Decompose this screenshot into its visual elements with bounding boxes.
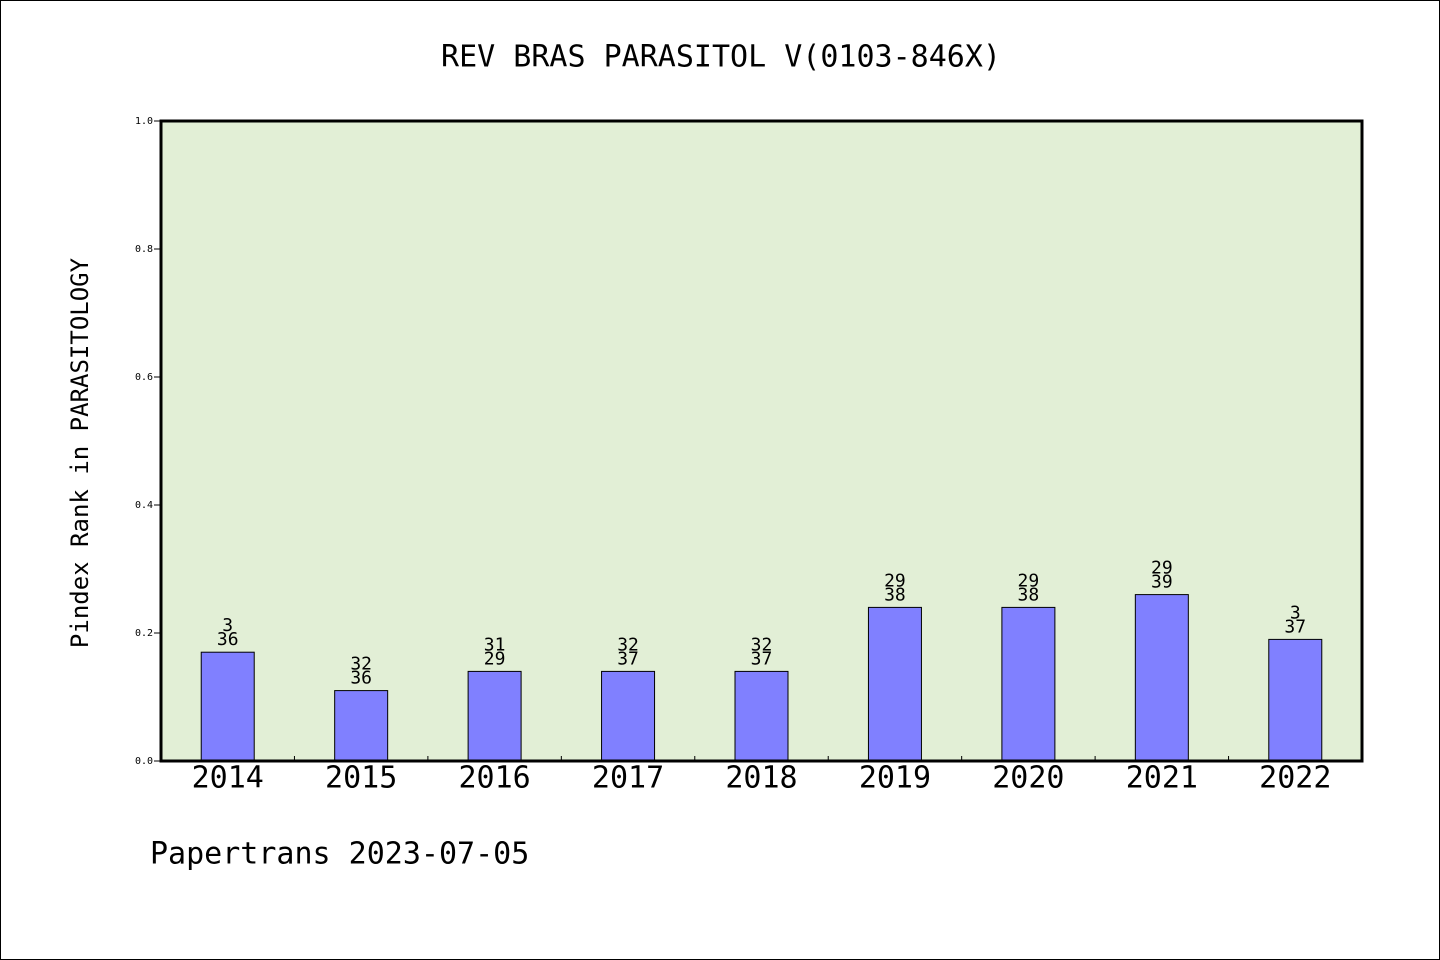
bar-label-bottom: 36 bbox=[217, 629, 239, 650]
y-tick-label: 1.0 bbox=[135, 116, 153, 127]
bar-label-top: 32 bbox=[617, 634, 639, 655]
y-axis-ticks: 0.0 0.2 0.4 0.6 0.8 1.0 bbox=[135, 116, 161, 767]
x-tick-label: 2018 bbox=[725, 761, 797, 796]
bar bbox=[1268, 638, 1323, 762]
bar bbox=[867, 606, 922, 762]
bar bbox=[200, 651, 255, 762]
bar bbox=[1134, 594, 1189, 762]
bar bbox=[334, 690, 389, 762]
bar-label-bottom: 36 bbox=[350, 668, 372, 689]
y-tick-label: 0.8 bbox=[135, 244, 153, 255]
bar bbox=[601, 670, 656, 762]
plot-border bbox=[159, 119, 1364, 763]
bar-label-top: 29 bbox=[1018, 570, 1040, 591]
y-tick-label: 0.6 bbox=[135, 372, 153, 383]
x-tick-label: 2020 bbox=[992, 761, 1064, 796]
bar-label-top: 32 bbox=[350, 654, 372, 675]
x-tick-label: 2019 bbox=[859, 761, 931, 796]
bar-label-bottom: 37 bbox=[1284, 616, 1306, 637]
y-tick-label: 0.0 bbox=[135, 756, 153, 767]
x-tick-label: 2017 bbox=[592, 761, 664, 796]
bars bbox=[200, 594, 1323, 762]
y-axis-label: Pindex Rank in PARASITOLOGY bbox=[66, 257, 94, 648]
bar-label-bottom: 29 bbox=[484, 648, 506, 669]
bar bbox=[734, 670, 789, 762]
bar-label-top: 29 bbox=[884, 570, 906, 591]
x-axis-ticks: 2014 2015 2016 2017 2018 2019 2020 2021 2022 bbox=[192, 756, 1331, 796]
chart-title: REV BRAS PARASITOL V(0103-846X) bbox=[441, 40, 1001, 75]
bar bbox=[467, 670, 522, 762]
bar-label-top: 32 bbox=[751, 634, 773, 655]
bar bbox=[1001, 606, 1056, 762]
bar-label-bottom: 37 bbox=[751, 648, 773, 669]
bar-label-top: 31 bbox=[484, 634, 506, 655]
bar-label-bottom: 37 bbox=[617, 648, 639, 669]
bar-label-top: 3 bbox=[1290, 602, 1301, 623]
bar-label-bottom: 38 bbox=[1018, 584, 1040, 605]
bar-label-top: 29 bbox=[1151, 558, 1173, 579]
y-tick-label: 0.4 bbox=[135, 500, 153, 511]
x-tick-label: 2014 bbox=[192, 761, 264, 796]
footer-stamp: Papertrans 2023-07-05 bbox=[150, 837, 529, 872]
x-tick-label: 2016 bbox=[458, 761, 530, 796]
bar-label-top: 3 bbox=[222, 615, 233, 636]
y-tick-label: 0.2 bbox=[135, 628, 153, 639]
bar-label-bottom: 38 bbox=[884, 584, 906, 605]
bar-label-bottom: 39 bbox=[1151, 572, 1173, 593]
x-tick-label: 2022 bbox=[1259, 761, 1331, 796]
x-tick-label: 2015 bbox=[325, 761, 397, 796]
x-tick-label: 2021 bbox=[1126, 761, 1198, 796]
